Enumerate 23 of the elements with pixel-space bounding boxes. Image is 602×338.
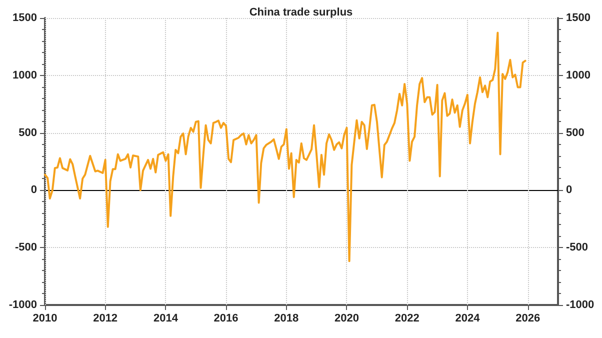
y-tick-label: 1500 xyxy=(12,12,37,24)
y-tick-label: 0 xyxy=(30,184,37,196)
x-tick-label: 2022 xyxy=(394,312,420,324)
x-tick-label: 2020 xyxy=(334,312,359,324)
y-tick-label: -500 xyxy=(14,242,37,254)
x-tick-label: 2014 xyxy=(153,312,179,324)
y2-tick-label: 500 xyxy=(566,126,584,139)
y2-tick-label: 1000 xyxy=(566,69,590,82)
y-tick-label: 1000 xyxy=(12,69,37,82)
x-tick-label: 2026 xyxy=(516,312,540,324)
y-tick-label: 500 xyxy=(18,126,37,139)
chart-title: China trade surplus xyxy=(249,6,353,18)
x-tick-label: 2016 xyxy=(214,312,238,324)
line-series xyxy=(44,32,526,262)
y2-tick-label: 0 xyxy=(566,184,572,196)
y-tick-label: -1000 xyxy=(8,299,37,311)
x-tick-label: 2010 xyxy=(32,312,58,324)
x-tick-label: 2018 xyxy=(274,312,299,324)
x-tick-label: 2012 xyxy=(93,312,118,324)
x-tick-label: 2024 xyxy=(455,312,481,324)
y2-tick-label: 1500 xyxy=(566,12,590,24)
y2-tick-label: -1000 xyxy=(566,299,594,311)
y2-tick-label: -500 xyxy=(566,242,588,254)
